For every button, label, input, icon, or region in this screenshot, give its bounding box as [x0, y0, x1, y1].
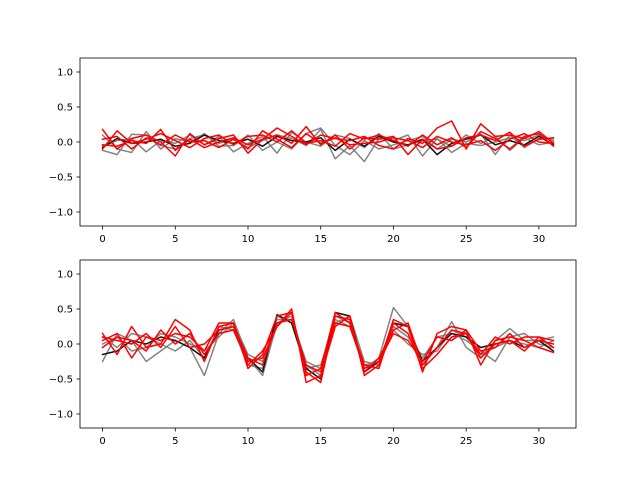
bottom-y-tick-label: 0.5	[57, 305, 73, 316]
top-x-tick-label: 25	[460, 234, 473, 245]
top-y-tick-label: −1.0	[49, 208, 73, 219]
top-y-tick-label: −0.5	[49, 173, 73, 184]
top-subplot: 0 5 10 15 20 25 30 −1.0 −0.5 0.0 0.5 1.0	[49, 57, 577, 245]
top-x-tick-label: 0	[99, 234, 105, 245]
top-y-tick-label: 0.0	[57, 138, 73, 149]
bottom-y-tick-label: −1.0	[49, 410, 73, 421]
bottom-y-tick-label: 1.0	[57, 270, 73, 281]
top-series-line-6	[101, 130, 555, 151]
top-y-tick-label: 1.0	[57, 68, 73, 79]
bottom-x-tick-label: 20	[387, 436, 400, 447]
bottom-x-tick-label: 25	[460, 436, 473, 447]
bottom-x-tick-label: 5	[172, 436, 178, 447]
top-x-tick-label: 5	[172, 234, 178, 245]
bottom-subplot: 0 5 10 15 20 25 30 −1.0 −0.5 0.0 0.5 1.0	[49, 259, 577, 447]
bottom-series-line-8	[101, 311, 555, 377]
bottom-x-tick-label: 30	[533, 436, 546, 447]
top-x-tick-label: 30	[533, 234, 546, 245]
top-x-tick-label: 10	[242, 234, 255, 245]
bottom-series-line-7	[101, 318, 555, 373]
bottom-y-tick-label: −0.5	[49, 375, 73, 386]
top-x-tick-label: 20	[387, 234, 400, 245]
bottom-x-tick-label: 10	[242, 436, 255, 447]
bottom-y-tick-label: 0.0	[57, 340, 73, 351]
top-series-line-5	[101, 120, 555, 157]
top-y-tick-label: 0.5	[57, 103, 73, 114]
bottom-x-tick-label: 0	[99, 436, 105, 447]
bottom-x-tick-label: 15	[314, 436, 327, 447]
top-series-line-8	[101, 130, 555, 152]
top-x-tick-label: 15	[314, 234, 327, 245]
